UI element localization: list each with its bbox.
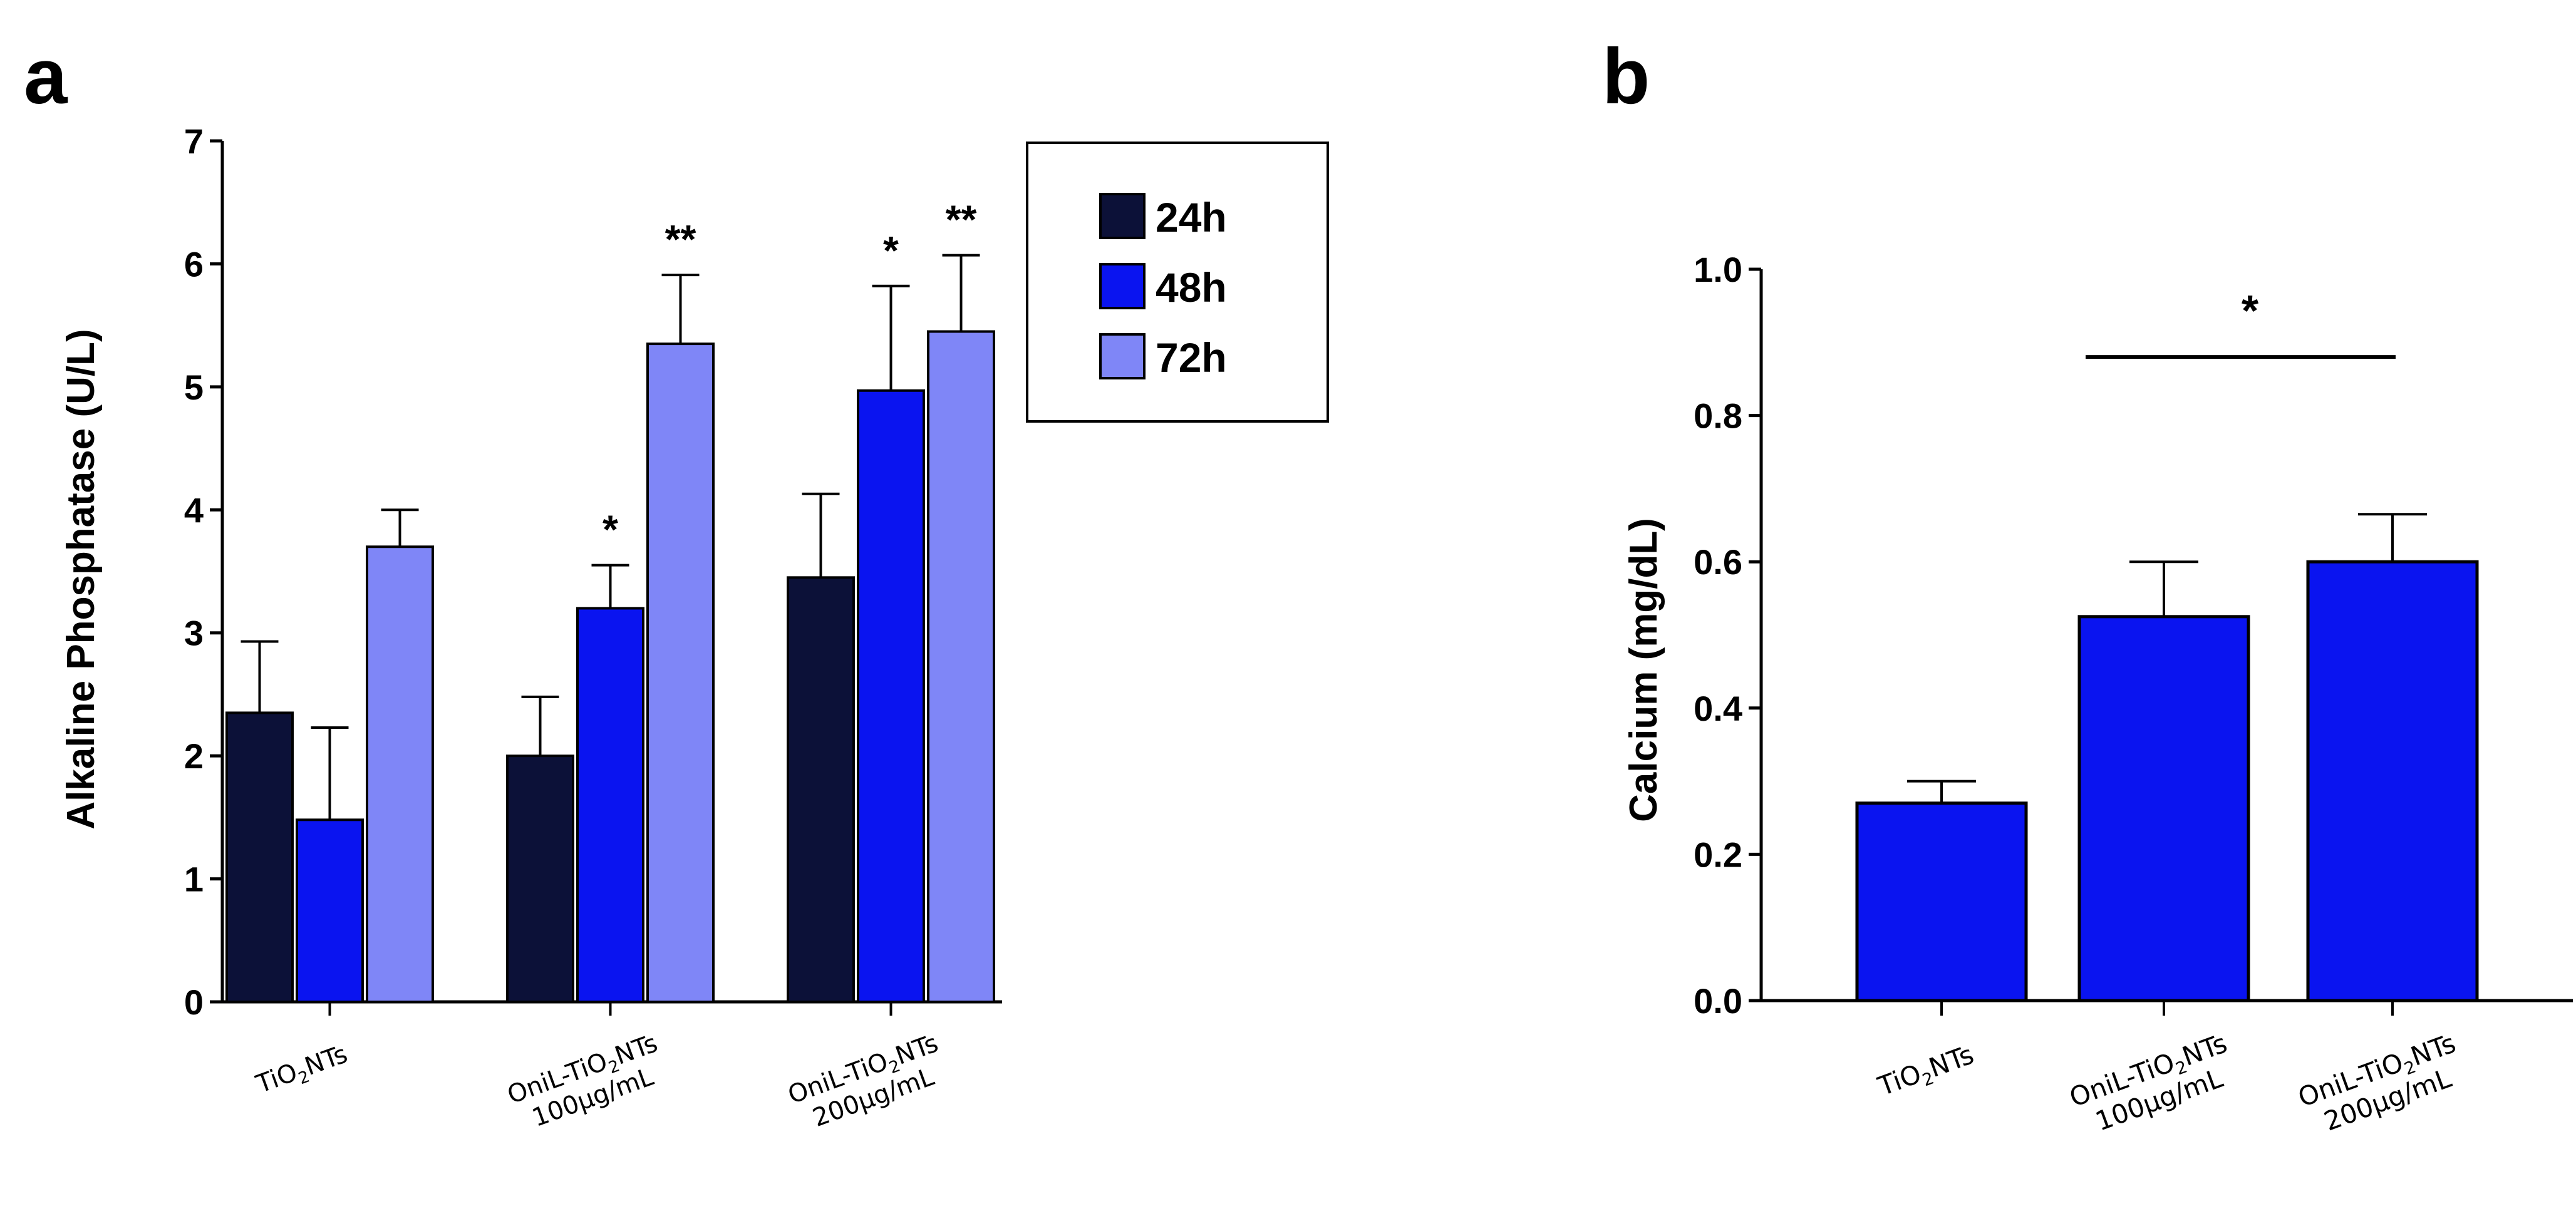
legend-entry: 24h bbox=[1156, 194, 1227, 240]
bar bbox=[646, 343, 715, 1003]
category-text: NTs bbox=[301, 1039, 351, 1081]
panel-b-label: b bbox=[1602, 33, 1650, 120]
bar bbox=[2306, 560, 2479, 1002]
bar bbox=[366, 545, 434, 1003]
panel-b-y-axis-title: Calcium (mg/dL) bbox=[1622, 518, 1665, 822]
y-tick-label: 1.0 bbox=[1694, 250, 1742, 289]
bar bbox=[225, 711, 294, 1003]
y-tick-label: 0.4 bbox=[1694, 689, 1742, 728]
panel-a-label: a bbox=[24, 33, 68, 120]
category-text: NTs bbox=[892, 1029, 942, 1071]
legend-swatch bbox=[1099, 193, 1146, 239]
category-text: NTs bbox=[2178, 1028, 2231, 1072]
y-tick-label: 0.0 bbox=[1694, 981, 1742, 1021]
y-tick-label: 1 bbox=[184, 860, 204, 899]
bar bbox=[576, 607, 644, 1003]
y-tick-label: 5 bbox=[184, 368, 204, 407]
category-text: NTs bbox=[611, 1029, 661, 1071]
bar bbox=[787, 576, 855, 1003]
y-tick-label: 7 bbox=[184, 121, 204, 161]
panel-a-chart: a Alkaline Phosphatase (U/L) 24h 48h 72h 0… bbox=[24, 33, 1329, 1133]
category-text: TiO bbox=[1873, 1058, 1925, 1102]
legend-entry: 72h bbox=[1156, 334, 1227, 381]
category-text: TiO bbox=[252, 1058, 301, 1099]
bar bbox=[506, 755, 574, 1003]
bar bbox=[2077, 615, 2250, 1002]
y-tick-label: 4 bbox=[184, 490, 204, 530]
x-category-label: TiO2NTs bbox=[1873, 1039, 1979, 1105]
y-tick-label: 2 bbox=[184, 736, 204, 776]
x-category-label-line1: TiO2NTs bbox=[1873, 1039, 1979, 1105]
category-text: NTs bbox=[1925, 1039, 1977, 1083]
panel-b-chart: b Calcium (mg/dL) 0.0 0.2 0.4 0.6 0.8 1.0 TiO2… bbox=[1602, 33, 2573, 1137]
y-tick-label: 0.2 bbox=[1694, 835, 1742, 874]
x-category-label-line1: TiO2NTs bbox=[252, 1039, 353, 1103]
y-tick-label: 0.8 bbox=[1694, 396, 1742, 436]
x-category-label: TiO2NTs bbox=[252, 1039, 353, 1103]
bar bbox=[857, 389, 925, 1003]
y-tick-label: 0 bbox=[184, 982, 204, 1022]
legend-swatch bbox=[1099, 263, 1146, 309]
significance-mark: ** bbox=[665, 217, 696, 262]
significance-mark: * bbox=[603, 507, 618, 552]
legend-swatch bbox=[1099, 333, 1146, 379]
panel-a-legend: 24h 48h 72h bbox=[1026, 142, 1329, 423]
y-tick-label: 6 bbox=[184, 244, 204, 284]
bar bbox=[296, 818, 364, 1004]
bar bbox=[1855, 801, 2028, 1002]
significance-mark: * bbox=[883, 228, 899, 273]
panel-a-y-axis-title: Alkaline Phosphatase (U/L) bbox=[59, 329, 103, 829]
significance-mark: ** bbox=[946, 197, 977, 242]
y-tick-label: 0.6 bbox=[1694, 542, 1742, 582]
category-text: NTs bbox=[2407, 1028, 2460, 1072]
legend-entry: 48h bbox=[1156, 264, 1227, 311]
y-tick-label: 3 bbox=[184, 614, 204, 653]
bar bbox=[927, 330, 995, 1004]
significance-mark: * bbox=[2242, 286, 2259, 335]
legend-box bbox=[1026, 142, 1329, 423]
